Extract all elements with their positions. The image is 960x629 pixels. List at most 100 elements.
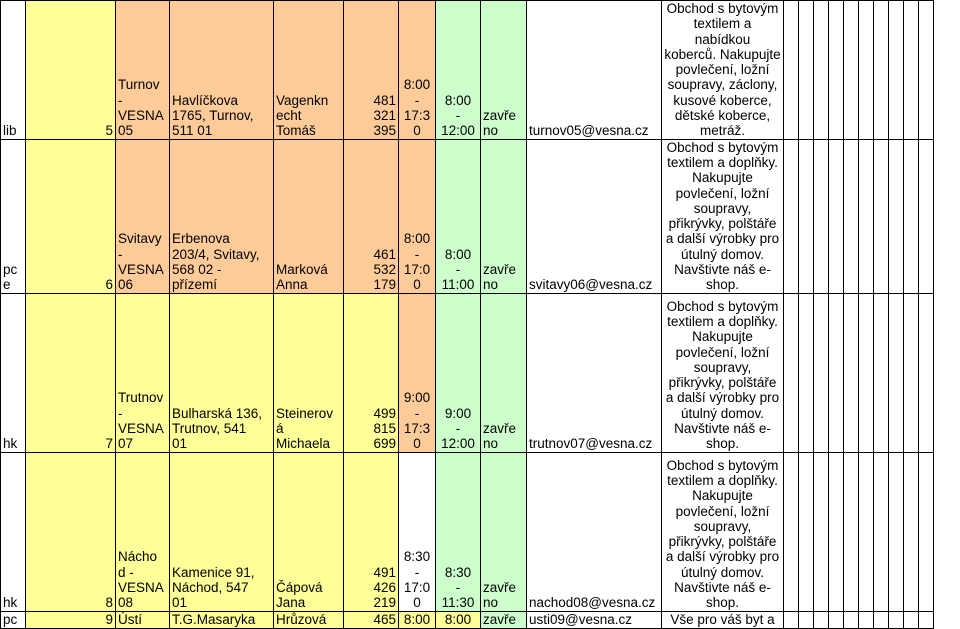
- empty-cell: [903, 292, 919, 453]
- weekday-hours-cell: 8:00: [398, 610, 436, 629]
- email-cell[interactable]: usti09@vesna.cz: [526, 610, 662, 629]
- empty-cell: [828, 0, 844, 140]
- empty-cell: [858, 292, 874, 453]
- phone-cell: 461 532 179: [343, 138, 399, 294]
- saturday-hours-cell: 8:30 - 11:30: [435, 451, 481, 612]
- empty-cell: [798, 0, 814, 140]
- empty-cell: [858, 0, 874, 140]
- weekday-hours-cell: 8:00 - 17:0 0: [398, 138, 436, 294]
- empty-cell: [888, 292, 904, 453]
- manager-cell: Vagenkn echt Tomáš: [273, 0, 344, 140]
- empty-cell: [918, 610, 934, 629]
- empty-cell: [858, 451, 874, 612]
- empty-cell: [798, 610, 814, 629]
- phone-cell: 481 321 395: [343, 0, 399, 140]
- empty-cell: [783, 292, 799, 453]
- manager-cell: Marková Anna: [273, 138, 344, 294]
- region-cell: hk: [0, 451, 26, 612]
- empty-cell: [783, 0, 799, 140]
- empty-cell: [903, 138, 919, 294]
- sunday-cell: zavře no: [480, 451, 527, 612]
- empty-cell: [813, 610, 829, 629]
- empty-cell: [873, 451, 889, 612]
- empty-cell: [828, 451, 844, 612]
- empty-cell: [918, 292, 934, 453]
- empty-cell: [888, 0, 904, 140]
- weekday-hours-cell: 8:30 - 17:0 0: [398, 451, 436, 612]
- saturday-hours-cell: 8:00 - 11:00: [435, 138, 481, 294]
- empty-cell: [843, 292, 859, 453]
- region-cell: hk: [0, 292, 26, 453]
- empty-cell: [813, 451, 829, 612]
- store-number-cell: 9: [25, 610, 116, 629]
- empty-cell: [888, 451, 904, 612]
- empty-cell: [873, 292, 889, 453]
- email-cell[interactable]: trutnov07@vesna.cz: [526, 292, 662, 453]
- phone-cell: 465: [343, 610, 399, 629]
- region-cell: lib: [0, 0, 26, 140]
- phone-cell: 499 815 699: [343, 292, 399, 453]
- empty-cell: [843, 451, 859, 612]
- empty-cell: [843, 610, 859, 629]
- table-row: lib 5 Turnov - VESNA 05 Havlíčkova 1765,…: [0, 0, 934, 140]
- empty-cell: [843, 0, 859, 140]
- region-cell: pc e: [0, 138, 26, 294]
- address-cell: Havlíčkova 1765, Turnov, 511 01: [169, 0, 274, 140]
- description-cell: Obchod s bytovým textilem a doplňky. Nak…: [661, 138, 784, 294]
- sunday-cell: zavře: [480, 610, 527, 629]
- weekday-hours-cell: 8:00 - 17:3 0: [398, 0, 436, 140]
- table-row: hk 7 Trutnov - VESNA 07 Bulharská 136, T…: [0, 292, 934, 453]
- saturday-hours-cell: 8:00 - 12:00: [435, 0, 481, 140]
- empty-cell: [828, 292, 844, 453]
- store-name-cell: Nácho d - VESNA 08: [115, 451, 170, 612]
- manager-cell: Čápová Jana: [273, 451, 344, 612]
- email-cell[interactable]: nachod08@vesna.cz: [526, 451, 662, 612]
- empty-cell: [888, 610, 904, 629]
- empty-cell: [798, 451, 814, 612]
- empty-cell: [843, 138, 859, 294]
- store-number-cell: 7: [25, 292, 116, 453]
- empty-cell: [873, 0, 889, 140]
- sunday-cell: zavře no: [480, 292, 527, 453]
- table-row: pc 9 Ústí T.G.Masaryka Hrůzová 465 8:00 …: [0, 610, 934, 629]
- empty-cell: [828, 138, 844, 294]
- store-name-cell: Svitavy - VESNA 06: [115, 138, 170, 294]
- store-table: lib 5 Turnov - VESNA 05 Havlíčkova 1765,…: [0, 0, 934, 629]
- store-number-cell: 5: [25, 0, 116, 140]
- empty-cell: [903, 0, 919, 140]
- address-cell: Erbenova 203/4, Svitavy, 568 02 - přízem…: [169, 138, 274, 294]
- empty-cell: [873, 610, 889, 629]
- manager-cell: Hrůzová: [273, 610, 344, 629]
- empty-cell: [858, 610, 874, 629]
- empty-cell: [873, 138, 889, 294]
- empty-cell: [903, 610, 919, 629]
- address-cell: Kamenice 91, Náchod, 547 01: [169, 451, 274, 612]
- store-name-cell: Turnov - VESNA 05: [115, 0, 170, 140]
- saturday-hours-cell: 9:00 - 12:00: [435, 292, 481, 453]
- empty-cell: [813, 138, 829, 294]
- table-row: hk 8 Nácho d - VESNA 08 Kamenice 91, Nác…: [0, 451, 934, 612]
- address-cell: T.G.Masaryka: [169, 610, 274, 629]
- email-cell[interactable]: svitavy06@vesna.cz: [526, 138, 662, 294]
- empty-cell: [798, 138, 814, 294]
- region-cell: pc: [0, 610, 26, 629]
- empty-cell: [828, 610, 844, 629]
- description-cell: Vše pro váš byt a: [661, 610, 784, 629]
- description-cell: Obchod s bytovým textilem a doplňky. Nak…: [661, 292, 784, 453]
- empty-cell: [858, 138, 874, 294]
- store-number-cell: 6: [25, 138, 116, 294]
- description-cell: Obchod s bytovým textilem a doplňky. Nak…: [661, 451, 784, 612]
- store-name-cell: Ústí: [115, 610, 170, 629]
- empty-cell: [903, 451, 919, 612]
- empty-cell: [918, 451, 934, 612]
- saturday-hours-cell: 8:00: [435, 610, 481, 629]
- sunday-cell: zavře no: [480, 138, 527, 294]
- store-number-cell: 8: [25, 451, 116, 612]
- manager-cell: Steinerov á Michaela: [273, 292, 344, 453]
- address-cell: Bulharská 136, Trutnov, 541 01: [169, 292, 274, 453]
- description-cell: Obchod s bytovým textilem a nabídkou kob…: [661, 0, 784, 140]
- phone-cell: 491 426 219: [343, 451, 399, 612]
- email-cell[interactable]: turnov05@vesna.cz: [526, 0, 662, 140]
- empty-cell: [918, 0, 934, 140]
- empty-cell: [813, 0, 829, 140]
